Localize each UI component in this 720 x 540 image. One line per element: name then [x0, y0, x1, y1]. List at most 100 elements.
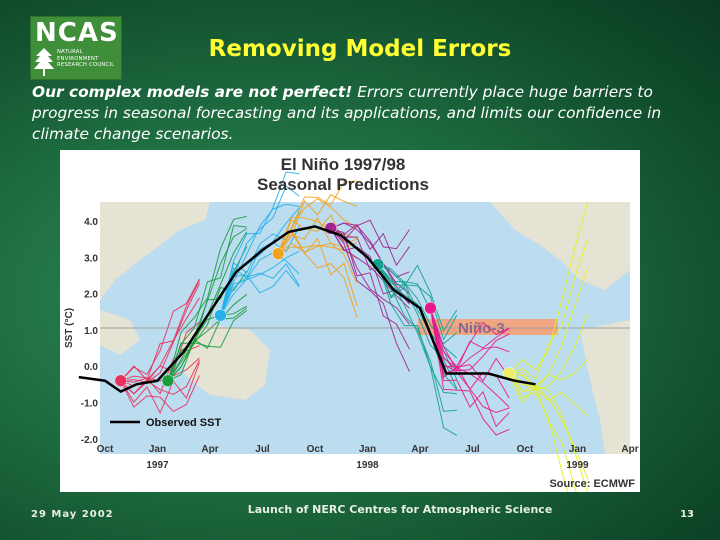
logo-text: NATURAL ENVIRONMENT RESEARCH COUNCIL — [57, 49, 114, 69]
footer-date: 29 May 2002 — [31, 509, 114, 520]
nerc-tree-icon — [34, 48, 54, 76]
ensemble-member-line — [508, 267, 589, 387]
source-label: Source: ECMWF — [549, 478, 635, 490]
ensemble-member-line — [430, 307, 510, 372]
ensemble-member-line — [120, 283, 200, 383]
ensemble-member-line — [509, 371, 589, 416]
ensemble-member-line — [430, 308, 510, 428]
legend-label: Observed SST — [146, 417, 221, 429]
x-tick-label: Oct — [97, 444, 114, 455]
ensemble-member-line — [167, 224, 247, 381]
logo-word: NCAS — [35, 18, 119, 48]
ensemble-member-line — [377, 264, 458, 332]
ncas-logo: NCAS NATURAL ENVIRONMENT RESEARCH COUNCI… — [30, 16, 122, 80]
logo-line: NATURAL — [57, 49, 83, 55]
y-tick-label: -2.0 — [81, 435, 99, 446]
nino3-label: Niño-3 — [458, 320, 505, 337]
ensemble-member-line — [220, 207, 300, 316]
x-tick-label: Jan — [149, 444, 166, 455]
ensemble-member-line — [377, 264, 458, 341]
ensemble-member-line — [277, 194, 358, 254]
ensemble-member-line — [430, 307, 510, 368]
ensemble-member-line — [167, 307, 248, 382]
ensemble-member-line — [377, 264, 457, 395]
ensemble-member-line — [167, 228, 248, 381]
x-tick-label: Oct — [307, 444, 324, 455]
intro-rest: Errors currently place huge barriers to … — [32, 83, 662, 143]
forecast-start-dot — [161, 374, 175, 387]
chart-subtitle: Seasonal Predictions — [257, 175, 429, 194]
ensemble-member-line — [220, 252, 300, 316]
el-nino-chart: Niño-3 El Niño 1997/98 Seasonal Prediction… — [60, 150, 640, 540]
ensemble-member-line — [377, 264, 458, 436]
ensemble-member-line — [377, 264, 458, 389]
x-tick-label: Jul — [465, 444, 480, 455]
y-tick-label: 1.0 — [84, 326, 98, 337]
ensemble-member-line — [167, 215, 247, 381]
ensemble-member-line — [167, 305, 248, 382]
footer-event: Launch of NERC Centres for Atmospheric S… — [247, 503, 553, 516]
y-tick-label: 4.0 — [84, 217, 98, 228]
ensemble-member-line — [277, 242, 358, 284]
page-number: 13 — [680, 509, 694, 520]
map-land-south-america — [580, 320, 630, 454]
intro-paragraph: Our complex models are not perfect! Erro… — [32, 82, 692, 145]
ensemble-member-line — [330, 227, 410, 350]
y-axis-label: SST (°C) — [64, 308, 75, 348]
x-tick-label: Apr — [411, 444, 428, 455]
year-label: 1998 — [356, 460, 379, 471]
intro-bold: Our complex models are not perfect! — [32, 83, 353, 101]
ensemble-member-line — [220, 171, 300, 316]
x-tick-label: Apr — [201, 444, 218, 455]
ensemble-member-line — [330, 223, 410, 267]
y-tick-label: 3.0 — [84, 253, 98, 264]
ensemble-member-line — [220, 250, 300, 316]
ensemble-series — [167, 215, 248, 382]
ensemble-member-line — [120, 375, 200, 413]
forecast-start-dot — [424, 301, 437, 315]
ensemble-member-line — [430, 308, 510, 374]
ensemble-member-line — [508, 201, 589, 374]
year-label: 1999 — [566, 460, 589, 471]
x-tick-label: Jan — [359, 444, 376, 455]
x-tick-label: Jan — [569, 444, 586, 455]
y-tick-label: -1.0 — [81, 399, 99, 410]
x-tick-label: Apr — [621, 444, 638, 455]
ensemble-member-line — [330, 219, 410, 250]
ensemble-member-line — [167, 270, 248, 381]
ensemble-member-line — [330, 227, 410, 309]
ensemble-member-line — [508, 313, 589, 392]
year-label: 1997 — [146, 460, 169, 471]
ensemble-member-line — [120, 297, 200, 395]
map-land-asia — [100, 202, 210, 300]
ensemble-member-line — [220, 226, 300, 316]
ensemble-member-line — [509, 238, 589, 381]
chart-title: El Niño 1997/98 — [281, 155, 406, 174]
ensemble-member-line — [120, 280, 200, 382]
logo-line: ENVIRONMENT — [57, 55, 99, 62]
ensemble-member-line — [220, 263, 300, 316]
ensemble-member-line — [330, 227, 410, 372]
ensemble-member-line — [120, 278, 200, 382]
ensemble-member-line — [509, 372, 589, 480]
x-tick-label: Jul — [255, 444, 270, 455]
ensemble-member-line — [120, 362, 200, 415]
ensemble-member-line — [430, 308, 510, 382]
y-tick-label: 0.0 — [84, 362, 98, 373]
y-tick-label: 2.0 — [84, 290, 98, 301]
map-land-north-america — [490, 202, 630, 290]
forecast-start-dot — [272, 247, 285, 260]
ensemble-member-line — [277, 180, 358, 254]
slide-title: Removing Model Errors — [208, 36, 512, 62]
logo-line: RESEARCH COUNCIL — [57, 62, 115, 68]
x-tick-label: Oct — [517, 444, 534, 455]
ensemble-member-line — [430, 307, 510, 372]
forecast-start-dot — [214, 309, 227, 322]
ensemble-member-line — [508, 373, 589, 530]
observed-sst-line — [78, 225, 536, 394]
ensemble-member-line — [377, 264, 458, 345]
forecast-start-dot — [114, 374, 127, 387]
map-land-islands — [100, 310, 140, 355]
ensemble-member-line — [220, 203, 300, 316]
